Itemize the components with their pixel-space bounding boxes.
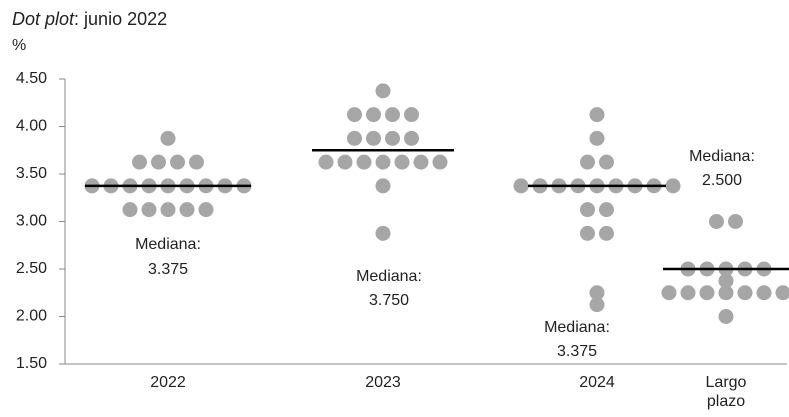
dot [318,154,334,170]
title-italic: Dot plot [12,9,75,29]
y-tick-label: 4.00 [16,118,47,135]
dot [356,154,372,170]
dot [775,285,789,301]
median-label: 3.750 [369,292,409,309]
median-caption: Mediana: [135,236,201,253]
dot [599,154,614,170]
y-tick-label: 1.50 [16,355,47,372]
y-tick-label: 3.00 [16,213,47,230]
dot [665,178,681,194]
dot [580,154,595,170]
dot [160,202,176,218]
dot [589,130,605,146]
dot [375,83,391,99]
dot [718,309,734,324]
dot [189,154,204,170]
dot [347,107,362,123]
dot [718,285,734,301]
dot [198,202,214,218]
x-tick-label: Largo plazo [705,374,747,410]
dot [589,297,605,313]
dot [709,214,724,229]
dot [728,214,743,229]
dot [385,107,400,123]
dot [404,107,419,123]
dot [394,154,410,170]
y-unit: % [12,37,26,54]
dot [347,130,362,146]
dot [580,202,595,218]
dot [337,154,353,170]
title-rest: : junio 2022 [74,9,167,29]
dot [513,178,529,194]
dot [599,225,614,241]
dot [737,285,753,301]
dot [179,202,195,218]
dot [151,154,166,170]
dot [122,202,138,218]
y-tick-label: 4.50 [16,70,47,87]
dot [599,202,614,218]
x-tick-label: 2022 [150,374,186,391]
dot [366,130,381,146]
median-caption: Mediana: [689,148,755,165]
dot [366,107,381,123]
dot [699,285,715,301]
median-caption: Mediana: [544,319,610,336]
median-caption: Mediana: [356,268,422,285]
median-label: 2.500 [702,172,742,189]
dot [432,154,448,170]
dot [141,202,157,218]
dot [589,107,605,123]
dot [375,225,391,241]
dot [589,285,605,301]
dot [375,178,391,194]
x-tick-label: 2023 [365,374,401,391]
x-tick-label: 2024 [579,374,615,391]
dot [132,154,147,170]
dot [375,154,391,170]
dot [160,130,176,146]
dot [580,225,595,241]
y-tick-label: 2.00 [16,308,47,325]
dot [661,285,677,301]
dot [718,273,734,289]
y-tick-label: 2.50 [16,260,47,277]
dot [404,130,419,146]
dot [756,285,772,301]
dot [385,130,400,146]
median-label: 3.375 [148,261,188,278]
chart-title: Dot plot: junio 2022 [12,9,167,29]
dot [413,154,429,170]
dot [170,154,185,170]
y-tick-label: 3.50 [16,165,47,182]
dot [680,285,696,301]
median-label: 3.375 [557,343,597,360]
